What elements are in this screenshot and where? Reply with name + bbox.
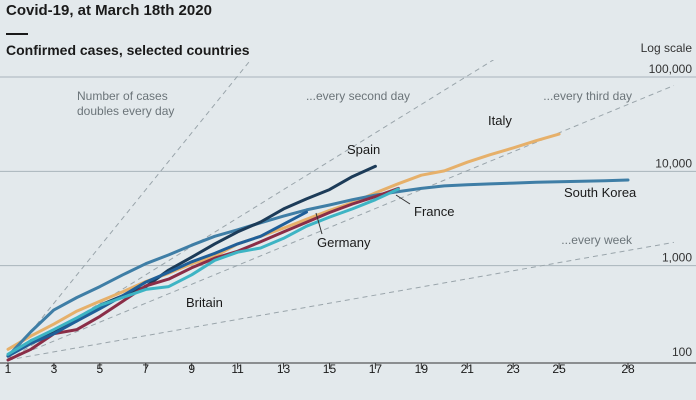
reference-label-3: ...every third day: [543, 89, 632, 103]
y-axis-label: Log scale: [641, 41, 693, 55]
x-axis: 13579111315171921232528Days since 100th …: [0, 362, 696, 376]
series-label-britain: Britain: [186, 295, 223, 310]
y-tick-100: 100: [672, 345, 692, 359]
reference-label-1: Number of cases doubles every day: [77, 89, 174, 118]
series-line-britain: [6, 187, 400, 356]
x-tick-1: 1: [5, 362, 12, 376]
x-tick-13: 13: [277, 362, 291, 376]
x-tick-5: 5: [97, 362, 104, 376]
series-label-france: France: [414, 204, 454, 219]
series-line-italy: [6, 132, 561, 351]
series-label-italy: Italy: [488, 113, 512, 128]
x-tick-11: 11: [231, 362, 244, 376]
series-line-france: [6, 186, 400, 362]
x-tick-17: 17: [369, 362, 383, 376]
chart-title: Covid-19, at March 18th 2020: [6, 2, 212, 19]
germany-leader-line: [315, 212, 323, 235]
reference-label-4: ...every week: [561, 233, 633, 247]
x-tick-3: 3: [51, 362, 58, 376]
reference-line-3: [7, 85, 675, 361]
x-tick-23: 23: [507, 362, 521, 376]
series-label-germany: Germany: [317, 235, 371, 250]
series-label-spain: Spain: [347, 142, 380, 157]
chart-subtitle: Confirmed cases, selected countries: [6, 42, 250, 58]
reference-line-2: [7, 60, 495, 361]
x-tick-7: 7: [142, 362, 149, 376]
labels: 100 1,000 10,000 100,000 Log scale Number of …: [77, 41, 692, 359]
france-leader-line: [395, 194, 411, 205]
grid-layer: [0, 76, 696, 267]
series-label-south-korea: South Korea: [564, 185, 637, 200]
series-line-south-korea: [6, 178, 630, 358]
title-rule: [6, 33, 28, 35]
x-tick-25: 25: [552, 362, 566, 376]
x-tick-21: 21: [461, 362, 475, 376]
x-tick-9: 9: [188, 362, 195, 376]
series-line-germany: [6, 210, 308, 358]
reference-label-2: ...every second day: [306, 89, 410, 103]
reference-line-4: [7, 241, 675, 361]
x-tick-19: 19: [415, 362, 429, 376]
y-tick-1,000: 1,000: [662, 251, 692, 265]
x-tick-15: 15: [323, 362, 337, 376]
x-tick-28: 28: [621, 362, 635, 376]
y-tick-10,000: 10,000: [655, 156, 692, 170]
reference-lines: [7, 60, 675, 361]
series-lines: [6, 132, 630, 362]
y-tick-100,000: 100,000: [649, 62, 693, 76]
